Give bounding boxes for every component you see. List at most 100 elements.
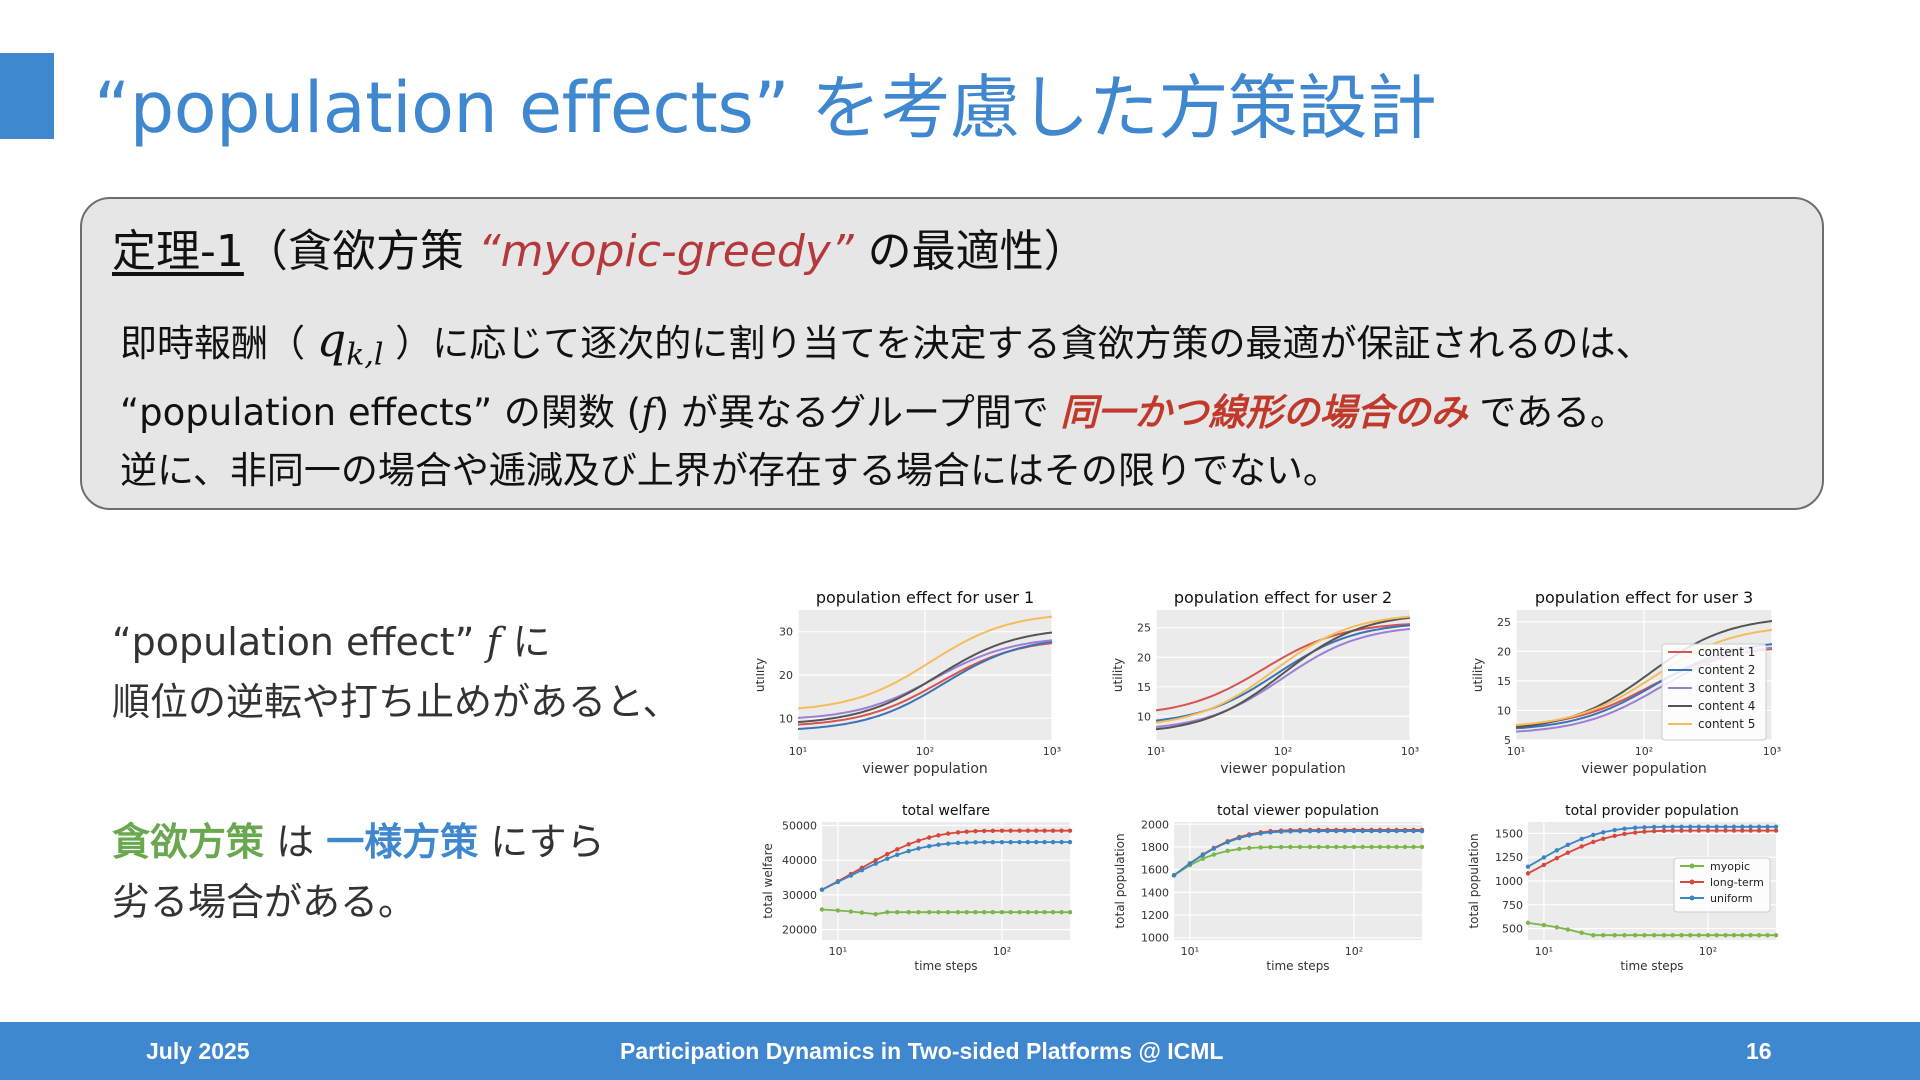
legend-marker [1689, 863, 1695, 869]
data-point [1579, 844, 1584, 849]
data-point [1360, 844, 1365, 850]
x-tick-label: 10² [1635, 745, 1653, 758]
data-point [936, 910, 941, 915]
data-point [1394, 828, 1399, 834]
data-point [873, 857, 878, 863]
data-point [848, 873, 854, 878]
series-line-content-1 [1155, 623, 1411, 712]
footer-page-number: 16 [1746, 1038, 1772, 1064]
x-tick-label: 10¹ [789, 745, 807, 758]
data-point [1591, 933, 1596, 938]
data-point [990, 910, 996, 915]
data-point [885, 910, 890, 915]
theorem-l2-mid: ) が異なるグループ間で [654, 391, 1061, 435]
data-point [1579, 930, 1584, 936]
data-point [1748, 824, 1753, 829]
legend-entry: content 1 [1698, 645, 1755, 659]
y-axis-label: total population [1467, 833, 1481, 928]
data-point [1773, 824, 1779, 829]
data-point [1565, 850, 1571, 855]
results-figure: 10 20 30 10¹ 10² 10³ population effect for use… [756, 588, 1781, 973]
data-point [1731, 933, 1737, 938]
data-point [1386, 828, 1391, 834]
data-point [1651, 824, 1657, 830]
y-tick-label: 10 [1137, 710, 1151, 723]
data-point [1688, 828, 1693, 833]
legend-entry: content 4 [1698, 699, 1755, 713]
y-tick-label: 2000 [1141, 818, 1169, 831]
y-tick-label: 25 [1137, 622, 1151, 635]
data-point [1632, 933, 1638, 938]
data-point [1247, 833, 1252, 838]
data-point [1360, 828, 1365, 834]
data-point [1325, 844, 1330, 850]
data-point [1268, 830, 1273, 835]
data-point [916, 910, 921, 915]
data-point [1067, 839, 1073, 845]
data-point [1670, 824, 1675, 829]
data-point [1369, 844, 1374, 850]
chart-panel-3: 5 10 15 20 25 10¹ 10² 10³ population effect for … [1471, 588, 1781, 777]
left-f-symbol: f [486, 620, 501, 664]
chart-title: total viewer population [1217, 803, 1379, 819]
chart-panel-6: 500 750 1000 1250 1500 10¹ 10² total provider p… [1467, 803, 1779, 973]
theorem-l2-start: “population effects” の関数 ( [120, 391, 642, 435]
data-point [945, 841, 951, 846]
series-line-content-4 [1155, 616, 1411, 731]
data-point [1612, 933, 1617, 938]
data-point [1351, 844, 1357, 850]
data-point [1705, 828, 1711, 833]
left-p1-b: に [500, 620, 551, 664]
data-point [999, 910, 1005, 915]
chart-panel-1: 10 20 30 10¹ 10² 10³ population effect for use… [756, 588, 1061, 777]
data-point [999, 839, 1005, 845]
data-point [873, 911, 878, 917]
data-point [1288, 844, 1293, 850]
data-point [895, 852, 900, 858]
left-p2-d: にすら [478, 820, 605, 864]
chart-title: total welfare [902, 803, 990, 819]
data-point [1748, 828, 1753, 833]
chart-panel-5: 1000 1200 1400 1600 1800 2000 10¹ 10² total view… [1113, 803, 1425, 973]
data-point [1200, 852, 1206, 858]
data-point [955, 830, 961, 835]
series-line-content-2 [797, 640, 1053, 730]
data-point [1740, 933, 1745, 938]
x-tick-label: 10² [916, 745, 934, 758]
data-point [1050, 828, 1056, 833]
data-point [1601, 830, 1606, 835]
y-tick-label: 20 [779, 669, 793, 682]
x-tick-label: 10¹ [1181, 945, 1199, 958]
chart-panel-4: 20000 30000 40000 50000 10¹ 10² total welfare t… [761, 803, 1073, 973]
y-axis-label: utility [756, 658, 767, 692]
data-point [973, 910, 978, 915]
data-point [1059, 910, 1064, 915]
data-point [1632, 830, 1638, 835]
data-point [1017, 910, 1022, 915]
x-tick-label: 10³ [1401, 745, 1419, 758]
data-point [1554, 855, 1560, 861]
data-point [1067, 910, 1073, 915]
data-point [1059, 839, 1064, 845]
data-point [1258, 831, 1263, 836]
series-line-content-4 [797, 631, 1053, 723]
left-p1-line1: “population effect” f に [112, 612, 680, 672]
data-point [1288, 829, 1293, 834]
x-tick-label: 10¹ [1147, 745, 1165, 758]
data-point [1696, 828, 1702, 833]
data-point [982, 840, 987, 845]
data-point [1008, 839, 1013, 845]
data-point [1642, 829, 1647, 834]
y-tick-label: 1800 [1141, 841, 1169, 854]
left-paragraph-2: 貪欲方策 は 一様方策 にすら 劣る場合がある。 [112, 812, 605, 932]
data-point [1714, 824, 1719, 829]
data-point [1591, 839, 1596, 845]
data-point [1297, 828, 1303, 834]
greedy-policy-label: 貪欲方策 [112, 820, 265, 864]
data-point [1714, 933, 1719, 938]
data-point [1642, 933, 1647, 938]
data-point [1211, 852, 1217, 857]
data-point [1059, 828, 1064, 833]
data-point [1541, 922, 1547, 928]
data-point [1297, 844, 1303, 850]
